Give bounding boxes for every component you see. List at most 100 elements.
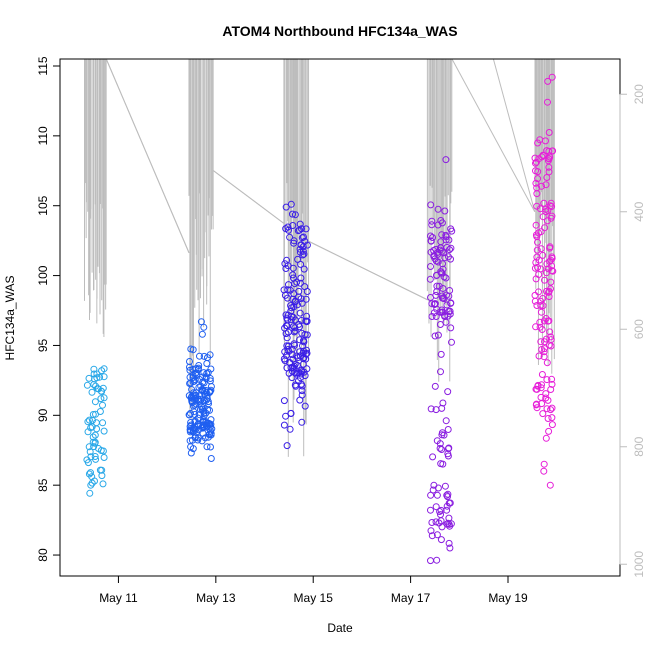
y-right-tick-label: 600: [632, 319, 646, 339]
data-point: [433, 531, 441, 539]
data-point: [540, 353, 548, 361]
data-point: [442, 274, 450, 282]
data-point: [302, 225, 310, 233]
data-point: [186, 423, 194, 430]
data-point: [299, 247, 307, 255]
data-point: [437, 350, 445, 358]
data-point: [284, 311, 292, 319]
data-point: [291, 327, 299, 335]
data-point: [438, 446, 446, 453]
data-point: [535, 288, 542, 296]
data-point: [299, 342, 306, 350]
data-point: [433, 556, 441, 564]
data-point: [87, 469, 94, 477]
x-tick-label: May 11: [99, 591, 138, 605]
data-point: [195, 364, 202, 372]
data-point: [297, 241, 305, 249]
data-point: [187, 421, 195, 429]
data-point: [100, 427, 108, 435]
data-point: [441, 312, 448, 319]
data-point: [299, 360, 307, 368]
x-axis: May 11 May 13 May 15 May 17 May 19: [99, 576, 528, 605]
data-point: [544, 77, 552, 85]
data-point: [203, 422, 211, 430]
data-point: [544, 98, 551, 106]
data-point: [444, 426, 452, 433]
data-point: [83, 381, 91, 389]
data-point: [537, 308, 545, 316]
data-point: [532, 159, 539, 167]
data-point: [93, 374, 101, 382]
data-point: [532, 385, 540, 393]
data-point: [432, 313, 440, 320]
data-point: [194, 434, 202, 442]
altitude-trace-layer: [83, 58, 555, 457]
data-point: [280, 421, 288, 429]
data-point: [298, 299, 306, 307]
data-point: [542, 394, 550, 402]
x-tick-label: May 17: [391, 591, 431, 605]
data-point: [285, 342, 293, 350]
y-tick-label: 100: [36, 265, 50, 285]
data-point: [187, 345, 195, 353]
data-point: [437, 536, 445, 544]
data-point: [289, 222, 297, 229]
data-point: [428, 221, 436, 229]
data-point: [284, 286, 292, 294]
data-point: [302, 295, 310, 303]
data-point: [545, 293, 553, 301]
data-point: [90, 443, 98, 451]
data-point: [287, 410, 295, 417]
data-point: [444, 388, 452, 396]
data-point: [92, 455, 100, 463]
y-tick-label: 85: [36, 478, 50, 492]
data-point: [190, 427, 198, 435]
data-point: [545, 288, 552, 296]
data-point: [439, 399, 447, 407]
data-point: [543, 359, 551, 367]
data-point: [436, 444, 444, 452]
data-point: [91, 477, 98, 485]
data-point: [542, 181, 550, 189]
data-point: [533, 404, 541, 412]
data-point: [298, 225, 305, 233]
data-point: [83, 456, 91, 464]
data-point: [439, 294, 446, 302]
data-point: [548, 73, 556, 81]
data-point: [301, 372, 309, 380]
data-point: [283, 442, 291, 450]
data-point: [280, 286, 288, 294]
altitude-line: [213, 170, 285, 224]
data-point: [539, 295, 547, 302]
data-point: [447, 244, 455, 252]
data-point: [546, 244, 554, 252]
data-point: [202, 373, 210, 381]
y-axis-label: HFC134a_WAS: [3, 276, 17, 361]
data-point: [443, 243, 451, 251]
data-point: [437, 368, 444, 376]
data-point: [547, 406, 555, 414]
data-point: [427, 201, 435, 209]
data-point: [290, 239, 298, 247]
data-point: [539, 151, 547, 159]
data-point: [299, 349, 307, 357]
data-point: [100, 454, 108, 461]
data-point: [540, 199, 548, 207]
data-point: [433, 288, 441, 296]
y-tick-label: 115: [36, 56, 50, 75]
chart-title: ATOM4 Northbound HFC134a_WAS: [222, 23, 457, 39]
data-point: [427, 405, 435, 413]
data-point: [286, 425, 294, 433]
data-point: [540, 460, 548, 468]
data-point: [548, 375, 556, 383]
data-point: [285, 281, 292, 289]
data-point: [540, 467, 548, 475]
data-point: [547, 342, 555, 350]
data-point: [448, 338, 455, 346]
data-point: [447, 299, 455, 307]
data-point: [531, 264, 539, 272]
y-tick-label: 110: [36, 126, 50, 145]
data-point: [545, 287, 553, 295]
data-point: [100, 373, 108, 381]
